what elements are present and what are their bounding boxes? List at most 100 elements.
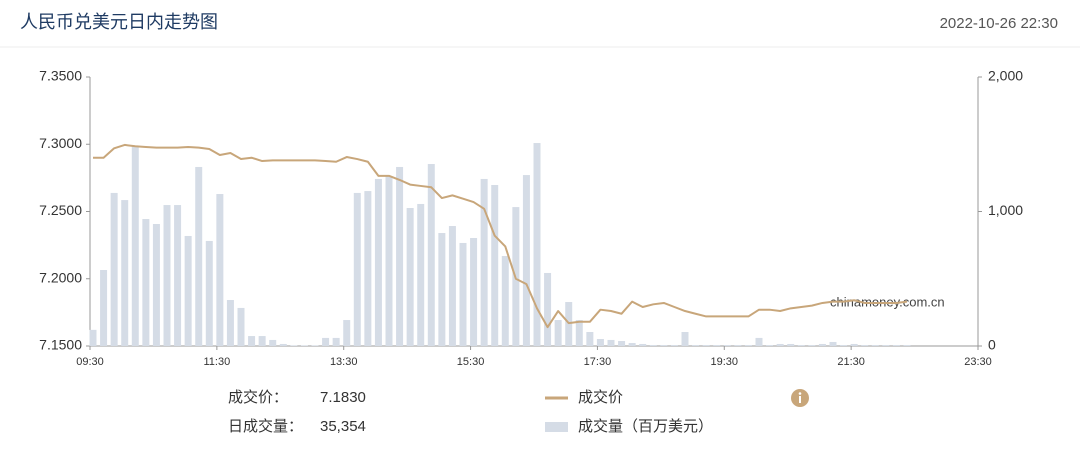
summary-label: 日成交量： (228, 417, 303, 435)
bar (216, 194, 224, 346)
bar (744, 345, 752, 346)
bar (575, 320, 583, 346)
y-tick-label: 7.2000 (39, 269, 82, 285)
x-tick-label: 23:30 (964, 356, 992, 368)
bar (501, 256, 509, 346)
bar (797, 345, 805, 346)
bar (364, 191, 372, 346)
bar (89, 329, 97, 346)
bar (258, 336, 266, 346)
page-title: 人民币兑美元日内走势图 (20, 12, 218, 32)
bar (374, 178, 382, 346)
bar (311, 345, 319, 346)
bar (840, 345, 848, 346)
y-tick-label: 7.3000 (39, 135, 82, 151)
y-tick-label: 7.3500 (39, 68, 82, 84)
bar (480, 178, 488, 346)
x-tick-label: 11:30 (203, 356, 230, 368)
x-tick-label: 21:30 (837, 356, 865, 368)
bar (110, 192, 118, 346)
x-tick-label: 13:30 (330, 356, 358, 368)
bar (290, 345, 298, 346)
bar (385, 175, 393, 346)
bar (448, 226, 456, 346)
bar (882, 345, 890, 346)
x-tick-label: 17:30 (584, 356, 612, 368)
bar (100, 270, 108, 346)
bar (660, 345, 668, 346)
bar (702, 345, 710, 346)
bar (829, 341, 837, 346)
bar (723, 345, 731, 346)
y2-tick-label: 1,000 (988, 202, 1023, 218)
bar (670, 345, 678, 346)
bar (522, 175, 530, 346)
bar (776, 343, 784, 346)
bar (121, 200, 129, 346)
summary-value: 35,354 (320, 418, 366, 435)
bar (184, 235, 192, 346)
bar (649, 345, 657, 346)
bar (586, 332, 594, 346)
bar (427, 164, 435, 346)
bar (417, 203, 425, 346)
bar (300, 345, 308, 346)
bar (459, 242, 467, 346)
bar (607, 339, 615, 346)
x-tick-label: 15:30 (457, 356, 485, 368)
bar (903, 345, 911, 346)
x-tick-label: 09:30 (76, 356, 104, 368)
info-bar (799, 396, 801, 403)
summary-value: 7.1830 (320, 389, 366, 406)
y2-tick-label: 2,000 (988, 68, 1023, 84)
bar (205, 240, 213, 346)
legend-swatch (545, 422, 568, 432)
bar (681, 332, 689, 346)
bar (491, 185, 499, 346)
bar (438, 233, 446, 346)
bar (766, 345, 774, 346)
x-tick-label: 19:30 (711, 356, 739, 368)
bar (195, 166, 203, 346)
bar (818, 343, 826, 346)
bar (787, 343, 795, 346)
y-tick-label: 7.2500 (39, 202, 82, 218)
bar (152, 224, 160, 346)
bar (226, 300, 234, 346)
bar (596, 339, 604, 346)
bar (470, 237, 478, 346)
bar (248, 336, 256, 346)
timestamp: 2022-10-26 22:30 (940, 15, 1058, 32)
bar (396, 166, 404, 346)
info-icon[interactable] (791, 389, 809, 407)
bar (861, 345, 869, 346)
bar (353, 192, 361, 346)
price-line (93, 143, 908, 329)
bar (332, 337, 340, 346)
bar (808, 345, 816, 346)
bar (628, 343, 636, 346)
bar (755, 337, 763, 346)
bar (871, 345, 879, 346)
bar (713, 345, 721, 346)
bar (850, 343, 858, 346)
bar (174, 205, 182, 346)
bar (554, 320, 562, 346)
watermark: chinamoney.com.cn (830, 294, 945, 309)
bar (237, 307, 245, 346)
bar (163, 205, 171, 346)
legend-label: 成交价 (578, 388, 623, 406)
bar (544, 272, 552, 346)
info-dot (798, 392, 802, 395)
bar (269, 339, 277, 346)
bar (533, 143, 541, 346)
bar (892, 345, 900, 346)
bar (639, 343, 647, 346)
bar (618, 341, 626, 346)
bar (142, 219, 150, 346)
legend-label: 成交量（百万美元） (578, 417, 713, 435)
y-tick-label: 7.1500 (39, 337, 82, 353)
bar (322, 337, 330, 346)
bar (692, 345, 700, 346)
